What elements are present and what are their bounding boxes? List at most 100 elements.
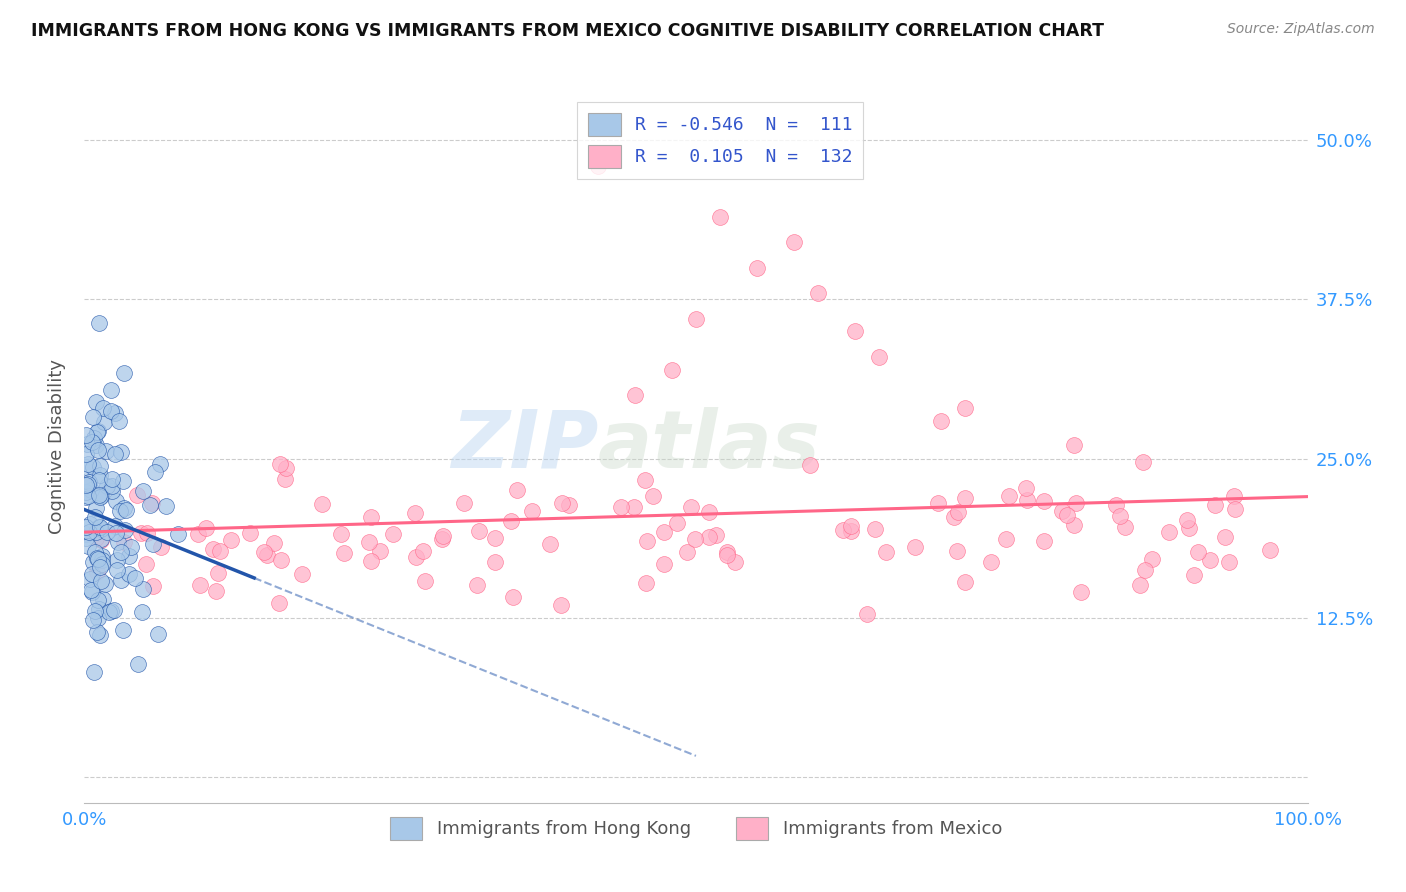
Point xyxy=(465,578,488,592)
Point xyxy=(87,520,110,534)
Point xyxy=(357,534,380,549)
Point xyxy=(112,535,135,549)
Point xyxy=(360,509,382,524)
Point xyxy=(188,577,211,591)
Point xyxy=(107,553,129,567)
Point xyxy=(82,435,104,450)
Point xyxy=(118,549,141,563)
Point xyxy=(187,526,209,541)
Point xyxy=(120,540,142,554)
Point xyxy=(127,657,149,671)
Point xyxy=(685,533,707,547)
Point xyxy=(77,457,100,471)
Point xyxy=(704,528,727,542)
Point xyxy=(93,415,115,429)
Point xyxy=(86,566,108,580)
Point xyxy=(79,572,101,586)
Point xyxy=(94,577,117,591)
Point xyxy=(291,566,314,581)
Point xyxy=(82,460,104,475)
Point xyxy=(1033,534,1056,549)
Point xyxy=(716,548,738,562)
Point xyxy=(115,503,138,517)
Point xyxy=(624,388,647,402)
Point xyxy=(1199,552,1222,566)
Point xyxy=(869,350,891,364)
Point xyxy=(468,524,491,538)
Point xyxy=(980,556,1002,570)
Text: ZIP: ZIP xyxy=(451,407,598,485)
Point xyxy=(89,560,111,574)
Point xyxy=(76,489,98,503)
Point xyxy=(104,447,127,461)
Point xyxy=(89,490,111,504)
Point xyxy=(143,466,166,480)
Point xyxy=(84,438,107,452)
Point xyxy=(623,500,645,514)
Point xyxy=(953,491,976,506)
Point xyxy=(1218,555,1240,569)
Point xyxy=(329,526,352,541)
Point xyxy=(953,575,976,590)
Point xyxy=(994,532,1017,546)
Point xyxy=(1015,492,1038,507)
Point xyxy=(953,401,976,415)
Point xyxy=(89,316,111,330)
Point xyxy=(149,540,172,554)
Point xyxy=(1050,504,1073,518)
Point xyxy=(1204,498,1226,512)
Point xyxy=(86,551,108,566)
Point xyxy=(839,519,862,533)
Point xyxy=(89,488,111,502)
Point xyxy=(274,460,297,475)
Point xyxy=(104,494,127,508)
Point xyxy=(87,473,110,487)
Point xyxy=(661,362,683,376)
Point xyxy=(586,159,609,173)
Point xyxy=(1223,502,1246,516)
Point xyxy=(844,324,866,338)
Point xyxy=(135,557,157,571)
Point xyxy=(104,406,127,420)
Point xyxy=(166,526,188,541)
Point xyxy=(149,457,172,471)
Point xyxy=(114,523,136,537)
Point xyxy=(1064,496,1087,510)
Point xyxy=(1175,513,1198,527)
Point xyxy=(311,497,333,511)
Point xyxy=(1258,543,1281,558)
Point xyxy=(83,665,105,680)
Point xyxy=(80,583,103,598)
Point xyxy=(84,531,107,545)
Point xyxy=(86,425,108,439)
Point xyxy=(82,410,104,425)
Point xyxy=(855,607,877,621)
Point xyxy=(747,260,769,275)
Point xyxy=(997,489,1019,503)
Point xyxy=(96,478,118,492)
Point xyxy=(904,540,927,554)
Point xyxy=(404,506,426,520)
Point xyxy=(709,210,731,224)
Point xyxy=(269,596,291,610)
Point xyxy=(207,566,229,581)
Point xyxy=(87,593,110,607)
Point xyxy=(204,584,226,599)
Point xyxy=(90,522,112,536)
Point xyxy=(131,606,153,620)
Point xyxy=(946,505,969,519)
Point xyxy=(666,516,689,530)
Point xyxy=(1070,585,1092,599)
Point xyxy=(132,484,155,499)
Point xyxy=(87,551,110,566)
Point xyxy=(253,545,276,559)
Point xyxy=(90,533,112,547)
Point xyxy=(76,539,98,553)
Point xyxy=(643,489,665,503)
Point xyxy=(412,544,434,558)
Point xyxy=(453,496,475,510)
Point xyxy=(685,311,707,326)
Point xyxy=(77,524,100,539)
Point xyxy=(91,592,114,607)
Point xyxy=(75,531,97,545)
